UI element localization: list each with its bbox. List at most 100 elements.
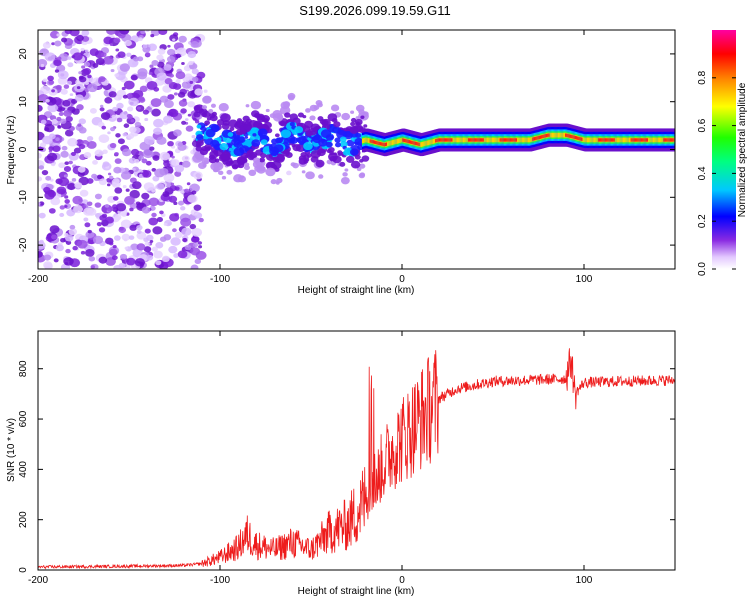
spectrogram-noise-blob — [82, 67, 92, 75]
spectrogram-noise-blob — [79, 76, 87, 83]
spectrogram-noise-blob — [195, 250, 207, 260]
spectrogram-noise-blob — [133, 56, 140, 62]
spectrogram-transition-blob — [290, 162, 296, 167]
spectrogram-transition-blob — [201, 105, 208, 110]
spectrogram-noise-blob — [99, 214, 107, 221]
spectrogram-transition-blob — [341, 112, 351, 121]
spectrogram-noise-blob — [138, 96, 145, 102]
spectrogram-noise-blob — [181, 155, 190, 162]
spectrogram-noise-blob — [53, 258, 59, 263]
spectrogram-noise-blob — [138, 155, 145, 161]
spectrogram-noise-blob — [80, 250, 86, 255]
spectrogram-noise-blob — [168, 195, 178, 203]
spectrogram-noise-blob — [190, 209, 199, 216]
spectrogram-noise-blob — [58, 111, 64, 116]
spectrogram-transition-blob — [358, 172, 366, 179]
spectrogram-noise-blob — [55, 137, 60, 142]
spectrogram-noise-blob — [63, 84, 70, 89]
spectrogram-noise-blob — [140, 30, 146, 35]
spectrogram-noise-blob — [103, 56, 114, 65]
spectrogram-transition-blob — [259, 157, 266, 163]
spectrogram-transition-blob — [294, 126, 304, 134]
spectrogram-noise-blob — [67, 182, 76, 191]
spectrogram-noise-blob — [80, 47, 85, 52]
spectrogram-noise-blob — [163, 115, 173, 124]
spectrogram-noise-blob — [63, 109, 72, 117]
spectrogram-noise-blob — [60, 150, 69, 158]
spectrogram-noise-blob — [163, 222, 168, 226]
spectrogram-noise-blob — [83, 152, 92, 159]
spectrogram-noise-blob — [48, 133, 56, 140]
spectrogram-noise-blob — [168, 245, 178, 254]
spectrogram-noise-blob — [145, 160, 152, 166]
spectrogram-transition-blob — [202, 110, 211, 118]
spectrogram-noise-blob — [167, 178, 172, 183]
spectrogram-noise-blob — [148, 71, 153, 76]
spectrogram-noise-blob — [181, 227, 192, 236]
spectrogram-ytick-label: 0 — [18, 146, 29, 152]
spectrogram-transition-blob — [196, 124, 202, 129]
spectrogram-noise-blob — [74, 94, 84, 102]
spectrogram-noise-blob — [60, 238, 66, 243]
spectrogram-noise-blob — [191, 190, 197, 195]
colorbar: 0.0 0.2 0.4 0.6 0.8 Normalized spectral ampl… — [697, 30, 748, 276]
spectrogram-noise-blob — [98, 227, 106, 233]
spectrogram-noise-blob — [57, 70, 69, 80]
spectrogram-noise-blob — [130, 148, 140, 156]
spectrogram-noise-blob — [190, 41, 199, 48]
spectrogram-ytick-label: 20 — [18, 48, 29, 60]
colorbar-tick-label: 0.0 — [697, 262, 708, 276]
spectrogram-transition-blob — [199, 125, 206, 131]
spectrogram-transition-blob — [350, 160, 361, 169]
spectrogram-noise-blob — [98, 76, 106, 83]
spectrogram-noise-blob — [175, 71, 186, 80]
spectrogram-noise-blob — [154, 168, 165, 178]
spectrogram-noise-blob — [47, 152, 58, 162]
spectrogram-noise-blob — [117, 138, 125, 145]
spectrogram-noise-blob — [181, 160, 191, 168]
spectrogram-noise-blob — [170, 237, 181, 246]
spectrogram-transition-blob — [360, 115, 365, 119]
spectrogram-noise-blob — [72, 195, 83, 205]
spectrogram-noise-blob — [94, 149, 104, 157]
spectrogram-noise-blob — [116, 117, 123, 123]
spectrogram-noise-blob — [134, 258, 146, 267]
spectrogram-noise-blob — [115, 203, 127, 212]
spectrogram-ylabel: Frequency (Hz) — [6, 116, 17, 185]
spectrogram-noise-blob — [38, 59, 48, 68]
spectrogram-noise-blob — [55, 84, 62, 90]
spectrogram-noise-blob — [167, 94, 175, 100]
spectrogram-noise-blob — [189, 183, 200, 193]
spectrogram-transition-blob — [233, 147, 245, 157]
spectrogram-noise-blob — [184, 118, 189, 122]
spectrogram-noise-blob — [70, 98, 78, 104]
spectrogram-transition-blob — [318, 174, 324, 179]
spectrogram-transition-blob — [335, 142, 342, 148]
spectrogram-noise-blob — [69, 93, 74, 97]
spectrogram-noise-blob — [119, 63, 131, 72]
spectrogram-noise-blob — [109, 241, 114, 246]
snr-ytick-label: 0 — [18, 567, 29, 573]
spectrogram-noise-blob — [138, 37, 143, 42]
spectrogram-noise-blob — [84, 49, 89, 53]
spectrogram-transition-blob — [237, 162, 245, 169]
spectrogram-noise-blob — [61, 37, 68, 43]
spectrogram-noise-blob — [149, 146, 155, 151]
spectrogram-noise-blob — [187, 113, 192, 117]
spectrogram-noise-blob — [143, 237, 149, 242]
spectrogram-noise-blob — [71, 178, 77, 182]
spectrogram-noise-blob — [42, 78, 48, 83]
spectrogram-noise-blob — [120, 171, 132, 180]
spectrogram-noise-blob — [149, 239, 154, 243]
spectrogram-noise-blob — [78, 71, 83, 75]
spectrogram-transition-blob — [289, 113, 299, 121]
spectrogram-transition-blob — [350, 110, 355, 114]
spectrogram-noise-blob — [167, 44, 171, 48]
spectrogram-noise-blob — [190, 264, 199, 269]
spectrogram-noise-blob — [47, 75, 54, 82]
spectrogram-noise-blob — [192, 117, 197, 121]
spectrogram-noise-blob — [67, 62, 74, 68]
spectrogram-transition-blob — [354, 118, 363, 126]
spectrogram-noise-blob — [105, 216, 114, 224]
